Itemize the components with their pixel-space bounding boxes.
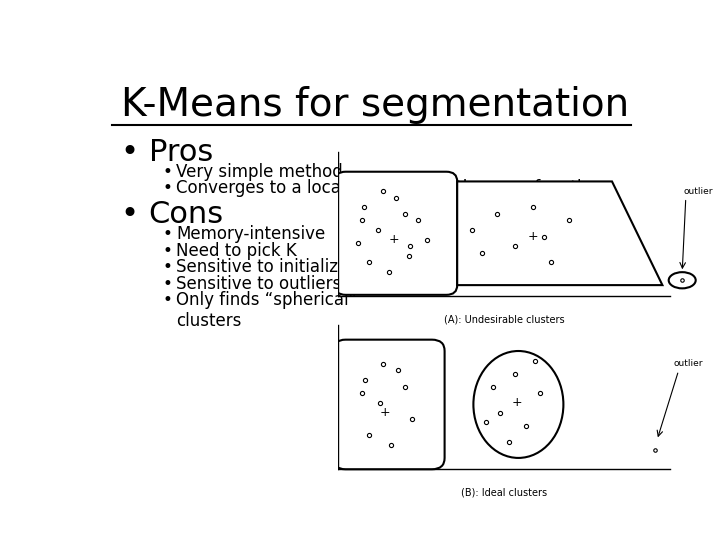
Text: •: • — [163, 179, 172, 197]
Text: K-Means for segmentation: K-Means for segmentation — [121, 85, 629, 124]
Text: Very simple method: Very simple method — [176, 163, 343, 180]
Ellipse shape — [474, 351, 563, 458]
Text: outlier: outlier — [673, 360, 703, 368]
Polygon shape — [457, 181, 662, 285]
Text: •: • — [121, 200, 139, 229]
Text: Sensitive to initialization: Sensitive to initialization — [176, 258, 380, 276]
Text: •: • — [163, 292, 172, 309]
Text: Need to pick K: Need to pick K — [176, 241, 297, 260]
FancyBboxPatch shape — [335, 172, 457, 295]
Text: •: • — [163, 241, 172, 260]
Text: +: + — [380, 406, 390, 419]
Text: +: + — [511, 396, 522, 409]
Text: •: • — [163, 258, 172, 276]
Text: •: • — [121, 138, 139, 166]
FancyBboxPatch shape — [333, 340, 444, 469]
Text: (A): Undesirable clusters: (A): Undesirable clusters — [444, 314, 564, 325]
Text: (B): Ideal clusters: (B): Ideal clusters — [461, 487, 547, 497]
Text: Only finds “spherical”
clusters: Only finds “spherical” clusters — [176, 292, 358, 330]
Text: •: • — [163, 225, 172, 243]
Text: Memory-intensive: Memory-intensive — [176, 225, 325, 243]
Text: •: • — [163, 163, 172, 180]
Text: •: • — [163, 275, 172, 293]
Text: Converges to a local minimum of the error function: Converges to a local minimum of the erro… — [176, 179, 603, 197]
Text: Sensitive to outliers: Sensitive to outliers — [176, 275, 342, 293]
Text: Pros: Pros — [148, 138, 213, 166]
Text: +: + — [528, 230, 538, 243]
Text: Cons: Cons — [148, 200, 224, 229]
Text: +: + — [389, 233, 400, 246]
Ellipse shape — [669, 272, 696, 288]
Text: outlier: outlier — [684, 187, 714, 195]
